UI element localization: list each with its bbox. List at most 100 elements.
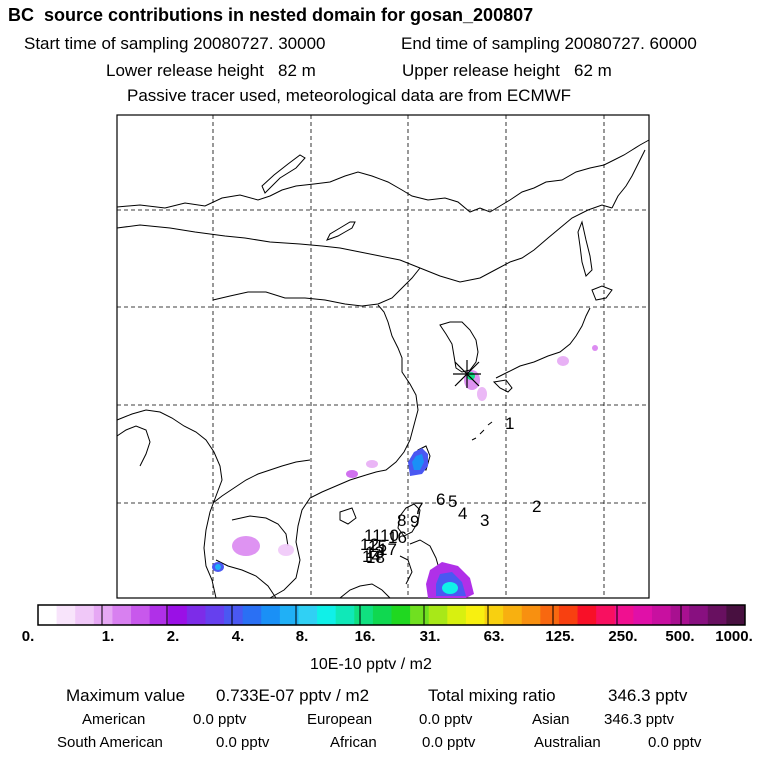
korean-peninsula (439, 321, 479, 373)
grid-lines (117, 115, 649, 598)
colorbar-swatch (186, 605, 206, 625)
colorbar-swatch (131, 605, 151, 625)
colorbar-swatch (410, 605, 430, 625)
total-mixing-value: 346.3 pptv (608, 686, 688, 705)
colorbar-swatch (558, 605, 578, 625)
south-american-label: South American (57, 734, 163, 751)
myanmar-thailand (116, 409, 223, 599)
colorbar-swatch (242, 605, 262, 625)
marker-13: 13 (365, 543, 384, 562)
colorbar-tick-8: 125. (545, 628, 575, 645)
plume-thailand (232, 536, 260, 556)
colorbar-tick-10: 500. (665, 628, 695, 645)
marker-12: 12 (360, 535, 379, 554)
max-value-label: Maximum value (66, 686, 186, 705)
colorbar-swatch (633, 605, 653, 625)
colorbar-swatch (38, 605, 58, 625)
map-frame (116, 114, 650, 599)
south-american-value: 0.0 pptv (216, 734, 270, 751)
colorbar-swatch (205, 605, 225, 625)
colorbar-swatch (261, 605, 281, 625)
colorbar-tick-1: 1. (101, 628, 115, 645)
colorbar-tick-6: 31. (419, 628, 441, 645)
colorbar-swatch (149, 605, 169, 625)
colorbar-swatch (651, 605, 671, 625)
ryukyu-islands (471, 421, 493, 441)
marker-18: 18 (366, 548, 385, 567)
marker-4: 4 (458, 504, 467, 523)
marker-6: 6 (436, 490, 445, 509)
colorbar-swatch (168, 605, 188, 625)
colorbar-swatch (689, 605, 709, 625)
start-time-label: Start time of sampling 20080727. 30000 (24, 34, 326, 53)
colorbar-swatch (707, 605, 727, 625)
marker-2: 2 (532, 497, 541, 516)
colorbar-swatch (75, 605, 95, 625)
plume-taiwan-strait-core (412, 454, 424, 470)
marker-3: 3 (480, 511, 489, 530)
kamchatka (611, 149, 646, 209)
marker-14: 14 (362, 547, 381, 566)
colorbar-tick-0: 0. (21, 628, 35, 645)
map-panel (116, 114, 650, 599)
borneo-coast (339, 583, 391, 599)
receptor-site-marker (453, 360, 481, 388)
philippines-luzon (397, 503, 421, 537)
colorbar-swatch (298, 605, 318, 625)
colorbar-swatch (279, 605, 299, 625)
colorbar-unit: 10E-10 pptv / m2 (310, 656, 432, 673)
colorbar (37, 604, 746, 626)
colorbar-swatch (56, 605, 76, 625)
colorbar-swatch (521, 605, 541, 625)
colorbar-tick-9: 250. (608, 628, 638, 645)
european-label: European (307, 711, 373, 728)
colorbar-swatch (391, 605, 411, 625)
colorbar-swatch (596, 605, 616, 625)
american-label: American (82, 711, 146, 728)
coastlines (116, 139, 650, 599)
australian-value: 0.0 pptv (648, 734, 702, 751)
plume-japan-east (592, 345, 598, 351)
colorbar-swatch (465, 605, 485, 625)
plume-japan (557, 356, 569, 366)
plume-korea-tail (477, 387, 487, 401)
japan-hokkaido (591, 285, 613, 301)
colorbar-swatch (354, 605, 374, 625)
marker-11: 11 (364, 526, 382, 545)
colorbar-swatch (93, 605, 113, 625)
marker-16: 16 (388, 528, 407, 547)
map-title: BC source contributions in nested domain… (8, 5, 534, 25)
southeast-asia-coast (269, 474, 367, 599)
colorbar-tick-11: 1000. (715, 628, 753, 645)
colorbar-tick-5: 16. (354, 628, 376, 645)
arctic-coast (116, 139, 650, 213)
colorbar-tick-2: 2. (166, 628, 180, 645)
colorbar-swatch (447, 605, 467, 625)
colorbar-swatch (503, 605, 523, 625)
colorbar-swatch (224, 605, 244, 625)
african-label: African (330, 734, 377, 751)
china-north-border (116, 224, 511, 283)
colorbar-tick-4: 8. (295, 628, 309, 645)
okhotsk-coast (509, 204, 613, 263)
trajectory-markers: 1 2 3 4 5 6 7 8 9 10 11 12 13 14 15 16 1… (360, 414, 541, 567)
total-mixing-label: Total mixing ratio (428, 686, 556, 705)
colorbar-border (37, 604, 746, 626)
plume-overlay (212, 345, 598, 598)
marker-10: 10 (380, 526, 399, 545)
indochina-border (212, 459, 311, 504)
marker-9: 9 (410, 512, 419, 531)
australian-label: Australian (534, 734, 601, 751)
marker-7: 7 (414, 499, 423, 518)
plume-thailand-2 (278, 544, 294, 556)
plume-china-coast (346, 470, 358, 478)
colorbar-tick-3: 4. (231, 628, 245, 645)
asian-value: 346.3 pptv (604, 711, 675, 728)
lake-baikal (325, 221, 356, 241)
colorbar-swatch (577, 605, 597, 625)
colorbar-swatch (372, 605, 392, 625)
colorbar-swatch (428, 605, 448, 625)
taymyr-island (261, 154, 306, 194)
max-value: 0.733E-07 pptv / m2 (216, 686, 370, 705)
